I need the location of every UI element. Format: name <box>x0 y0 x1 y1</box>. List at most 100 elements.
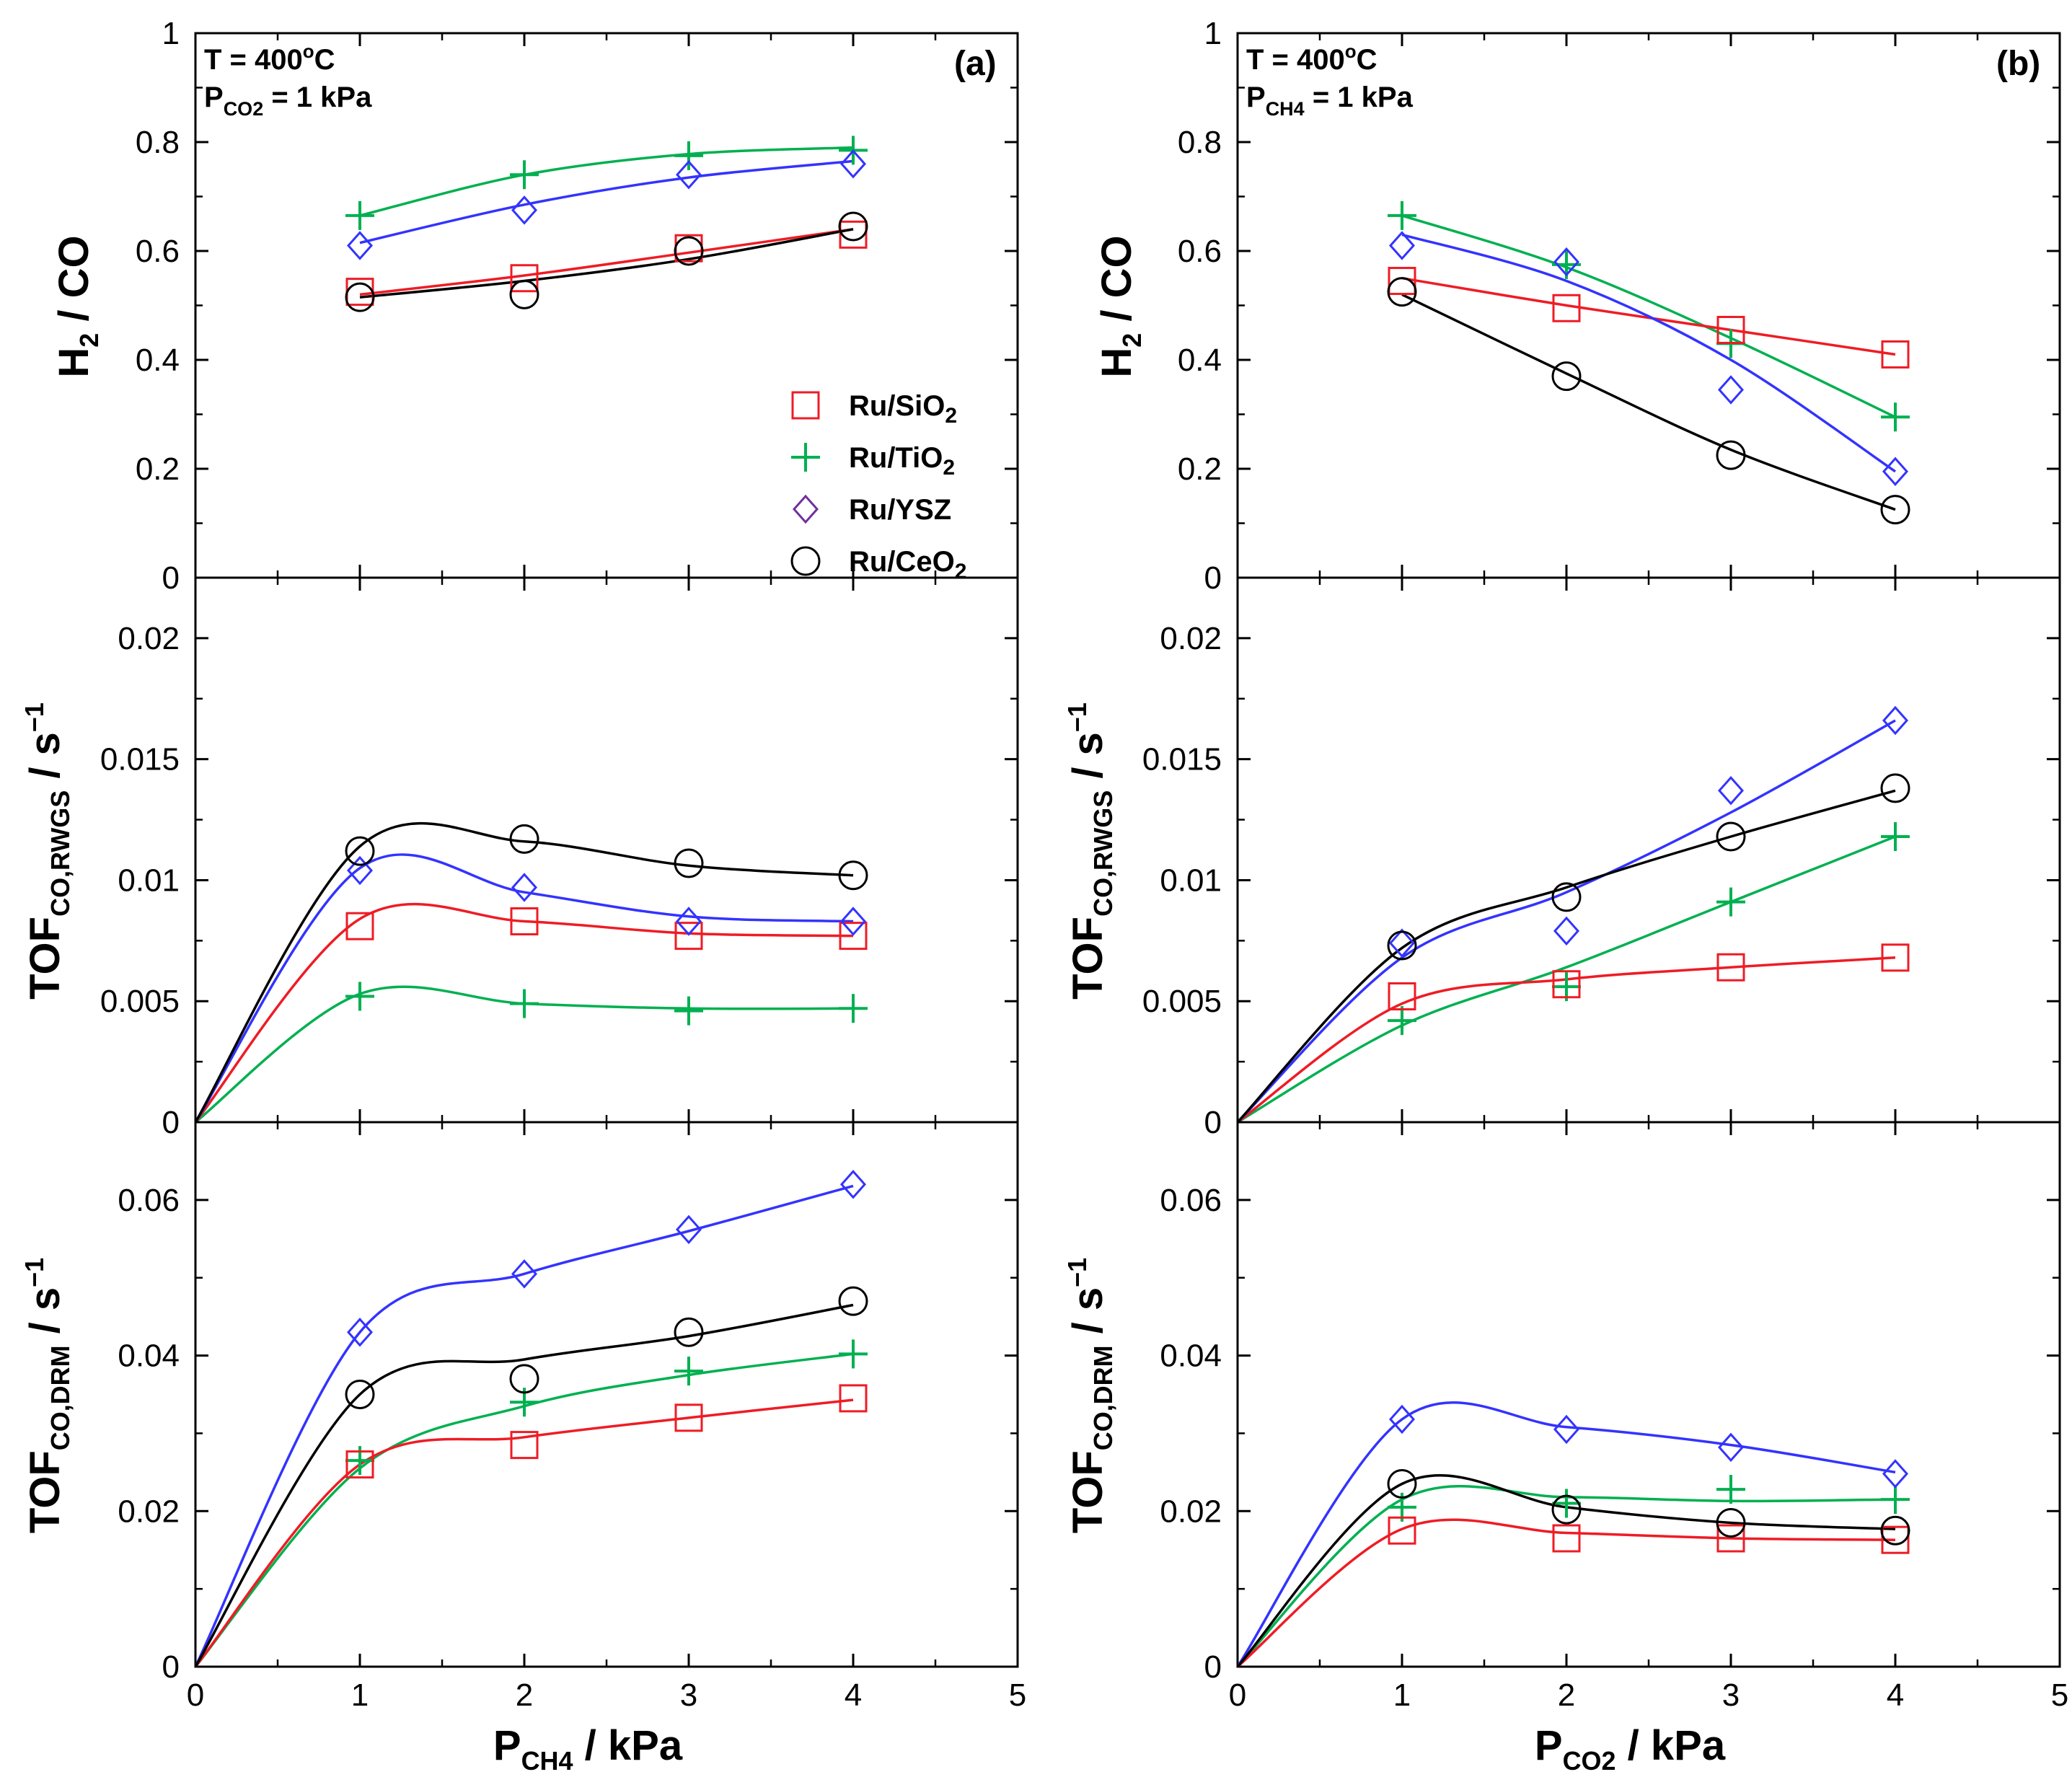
fit-curve-ru-sio2 <box>1401 276 1896 356</box>
x-tick-label: 0 <box>187 1677 204 1713</box>
data-point-ru-sio2 <box>1388 982 1416 1011</box>
x-label-a: PCH4 / kPa <box>493 1722 683 1776</box>
legend-item-ru-tio2: Ru/TiO2 <box>791 442 955 480</box>
fit-curve-ru-ysz <box>194 1184 854 1667</box>
y-label-b-top: H2 / CO <box>1093 235 1147 377</box>
x-tick-label: 3 <box>1722 1677 1740 1713</box>
panel-a-pressure: PCO2 = 1 kPa <box>204 81 372 120</box>
data-point-ru-ysz <box>1882 705 1909 736</box>
panel-b-temperature: T = 400oC <box>1246 40 1377 76</box>
x-tick-label: 0 <box>1229 1677 1246 1713</box>
axes-frame <box>1236 1121 2061 1668</box>
data-point-ru-ceo2 <box>674 236 704 266</box>
data-point-ru-tio2 <box>1716 1475 1745 1504</box>
y-label-b-mid: TOFCO,RWGS / s−1 <box>1062 702 1118 1000</box>
data-point-ru-sio2 <box>1716 953 1745 982</box>
data-point-ru-tio2 <box>1716 887 1745 917</box>
data-point-ru-tio2 <box>1881 1485 1910 1515</box>
legend-item-ru-ceo2: Ru/CeO2 <box>790 546 966 583</box>
y-tick-label: 0.8 <box>136 125 180 160</box>
legend-label: Ru/TiO2 <box>849 442 955 480</box>
data-point-ru-tio2 <box>1881 822 1910 852</box>
fit-curve-ru-ceo2 <box>1401 293 1896 511</box>
y-tick-label: 0.02 <box>118 1494 180 1529</box>
fit-curve-ru-sio2 <box>194 1398 854 1668</box>
data-point-ru-tio2 <box>839 994 868 1023</box>
y-axis-labels: H2 / CO TOFCO,RWGS / s−1 TOFCO,DRM / s−1… <box>19 235 1147 1533</box>
data-point-ru-ysz <box>675 907 702 936</box>
y-label-a-top: H2 / CO <box>50 235 104 377</box>
data-point-ru-ysz <box>675 1214 702 1245</box>
axes-frame <box>1236 576 2061 1124</box>
x-tick-label: 5 <box>2051 1677 2068 1713</box>
data-point-ru-ceo2 <box>509 279 539 309</box>
data-point-ru-ysz <box>511 873 538 902</box>
data-point-ru-ysz <box>1388 928 1416 958</box>
data-point-ru-ysz <box>1717 1432 1745 1463</box>
legend-marker <box>792 494 819 524</box>
y-tick-label: 0.02 <box>1160 1494 1222 1529</box>
fit-curve-ru-tio2 <box>1237 835 1896 1124</box>
panel-b-label: (b) <box>1996 45 2040 83</box>
fit-curve-ru-ysz <box>1401 233 1896 473</box>
data-point-ru-tio2 <box>510 989 539 1018</box>
x-label-b: PCO2 / kPa <box>1535 1722 1726 1776</box>
axes-frame <box>1236 32 2061 579</box>
y-tick-label: 0 <box>1204 1105 1222 1140</box>
fit-curve-ru-sio2 <box>359 228 854 296</box>
data-point-ru-ceo2 <box>1551 361 1582 392</box>
y-tick-label: 0.4 <box>136 343 180 378</box>
legend-label: Ru/SiO2 <box>849 390 957 428</box>
data-point-ru-sio2 <box>1881 1525 1910 1554</box>
data-point-ru-sio2 <box>510 907 539 935</box>
data-point-ru-sio2 <box>674 1403 703 1432</box>
chart-b-mid: 0 0.005 0.01 0.015 0.02 <box>1142 576 2061 1140</box>
legend-item-ru-ysz: Ru/YSZ <box>792 494 951 526</box>
data-point-ru-ysz <box>511 195 538 225</box>
data-point-ru-ysz <box>839 907 867 936</box>
y-tick-label: 0.6 <box>136 234 180 269</box>
chart-a-bot: 0 1 2 3 4 5 0 0.02 0.04 0.06 <box>118 1121 1026 1713</box>
y-tick-label: 0.4 <box>1178 343 1222 378</box>
chart-b-bot: 0 1 2 3 4 5 0 0.02 0.04 0.06 <box>1160 1121 2068 1713</box>
y-label-a-bot: TOFCO,DRM / s−1 <box>19 1258 75 1533</box>
data-point-ru-ysz <box>839 149 867 179</box>
data-point-ru-sio2 <box>1552 294 1581 322</box>
data-point-ru-ceo2 <box>674 848 704 878</box>
x-tick-label: 3 <box>680 1677 697 1713</box>
legend: Ru/SiO2 Ru/TiO2 Ru/YSZ Ru/CeO2 <box>790 390 966 583</box>
data-point-ru-sio2 <box>839 1384 868 1413</box>
data-point-ru-ysz <box>346 1317 374 1347</box>
data-point-ru-ysz <box>1717 776 1745 806</box>
y-tick-label: 0.06 <box>1160 1183 1222 1218</box>
x-tick-label: 2 <box>516 1677 533 1713</box>
data-point-ru-sio2 <box>510 264 539 293</box>
fit-curve-ru-ysz <box>1236 719 1896 1124</box>
fit-curve-ru-ceo2 <box>194 1303 854 1667</box>
data-point-ru-tio2 <box>1388 1006 1416 1036</box>
y-tick-label: 0.2 <box>136 451 180 487</box>
data-point-ru-ysz <box>1882 1459 1909 1489</box>
chart-a-mid: 0 0.005 0.01 0.015 0.02 <box>100 576 1019 1140</box>
y-tick-label: 0.015 <box>1142 742 1222 777</box>
data-point-ru-sio2 <box>1881 943 1910 972</box>
fit-curve-ru-ceo2 <box>1236 1473 1896 1668</box>
data-point-ru-sio2 <box>1716 315 1745 344</box>
y-tick-label: 0.02 <box>118 621 180 656</box>
fit-curve-ru-ysz <box>194 853 854 1123</box>
data-point-ru-ceo2 <box>1551 882 1582 912</box>
y-tick-label: 0.005 <box>100 984 180 1019</box>
y-tick-label: 0 <box>162 560 180 596</box>
data-point-ru-ceo2 <box>838 860 868 891</box>
fit-curve-ru-sio2 <box>1236 1518 1896 1668</box>
y-label-a-mid: TOFCO,RWGS / s−1 <box>19 702 75 1000</box>
data-point-ru-tio2 <box>1552 1489 1581 1518</box>
x-tick-label: 5 <box>1009 1677 1026 1713</box>
data-point-ru-ceo2 <box>345 1380 375 1409</box>
y-tick-label: 0.01 <box>1160 863 1222 898</box>
x-tick-label: 2 <box>1558 1677 1575 1713</box>
fit-curve-ru-ceo2 <box>359 228 854 299</box>
data-point-ru-ceo2 <box>1387 930 1417 961</box>
x-tick-label: 1 <box>351 1677 369 1713</box>
